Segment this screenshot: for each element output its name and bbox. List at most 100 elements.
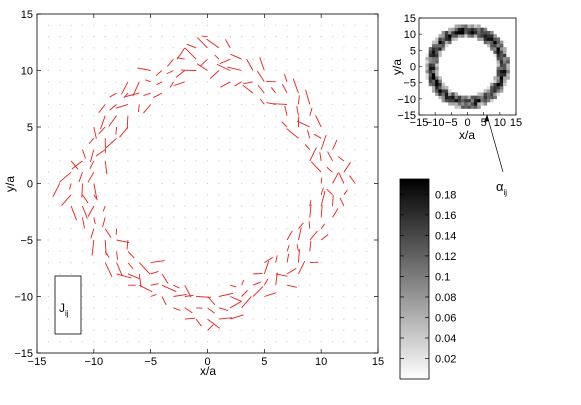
- inset-cell-573: [480, 102, 484, 106]
- lattice-dot-718: [320, 92, 322, 94]
- inset-cell-292: [448, 40, 452, 45]
- lattice-dot-830: [366, 137, 368, 139]
- coupling-arrow-164: [98, 126, 106, 135]
- coupling-arrow-737: [332, 195, 334, 207]
- lattice-dot-773: [343, 126, 345, 128]
- lattice-dot-838: [366, 47, 368, 49]
- coupling-arrow-687: [309, 107, 313, 116]
- lattice-dot-780: [343, 47, 345, 49]
- lattice-dot-214: [127, 216, 129, 218]
- inset-cell-738: [496, 53, 501, 58]
- lattice-dot-175: [115, 329, 118, 331]
- coupling-arrow-766: [339, 197, 345, 207]
- inset-cell-634: [486, 98, 491, 103]
- lattice-dot-611: [286, 318, 288, 320]
- lattice-dot-367: [184, 126, 186, 128]
- coupling-arrow-265: [150, 294, 157, 297]
- lattice-dot-744: [331, 126, 334, 128]
- lattice-dot-38: [59, 239, 61, 241]
- lattice-dot-475: [229, 216, 231, 218]
- lattice-dot-796: [354, 194, 356, 196]
- inset-cell-606: [483, 92, 488, 96]
- coupling-arrow-103: [71, 160, 83, 170]
- coupling-arrow-741: [327, 151, 333, 162]
- inset-cell-295: [448, 30, 452, 35]
- coupling-arrow-352: [184, 294, 194, 297]
- inset-cell-384: [457, 34, 462, 38]
- lattice-dot-578: [263, 36, 265, 38]
- lattice-dot-582: [275, 318, 277, 320]
- lattice-dot-427: [206, 103, 209, 105]
- coupling-arrow-587: [275, 255, 278, 263]
- main-y-ticks: −15 −10 −5 0 5 10 15: [14, 9, 378, 360]
- lattice-dot-188: [115, 182, 118, 185]
- coupling-arrow-225: [123, 92, 129, 99]
- lattice-dot-428: [206, 92, 209, 94]
- coupling-arrow-324: [173, 284, 180, 289]
- inset-cell-726: [496, 92, 501, 96]
- lattice-dot-27: [47, 36, 49, 38]
- inset-annotation-symbol: α: [496, 179, 504, 194]
- lattice-dot-689: [309, 92, 311, 94]
- lattice-dot-203: [127, 341, 129, 343]
- coupling-arrow-126: [90, 228, 95, 239]
- lattice-dot-110: [81, 81, 84, 83]
- inset-cell-364: [457, 98, 462, 103]
- inset-cell-199: [438, 50, 442, 54]
- colorbar-tick-label-2: 0.06: [435, 312, 456, 324]
- inset-cell-231: [441, 43, 446, 48]
- coupling-arrow-266: [150, 283, 159, 286]
- inset-cell-265: [444, 30, 449, 35]
- lattice-dot-790: [354, 262, 356, 264]
- lattice-dot-458: [218, 81, 220, 83]
- lattice-dot-326: [172, 262, 174, 264]
- lattice-dot-93: [81, 273, 84, 275]
- main-x-tick-label-1: −10: [84, 356, 103, 368]
- lattice-dot-273: [150, 205, 152, 207]
- lattice-dot-412: [206, 273, 209, 275]
- coupling-arrow-496: [241, 296, 252, 309]
- inset-cell-386: [457, 27, 462, 32]
- lattice-dot-178: [115, 295, 118, 298]
- inset-cell-136: [431, 60, 436, 64]
- lattice-dot-83: [70, 58, 72, 60]
- lattice-dot-702: [320, 273, 322, 275]
- inset-y-tick-label-1: −10: [397, 94, 416, 106]
- inset-cell-100: [428, 79, 433, 83]
- lattice-dot-3: [47, 307, 49, 309]
- inset-y-ticks: −15 −10 −5 0 5 10 15: [397, 13, 422, 122]
- lattice-dot-441: [218, 273, 220, 275]
- lattice-dot-291: [161, 329, 163, 331]
- lattice-dot-703: [320, 262, 322, 264]
- lattice-dot-151: [104, 273, 106, 275]
- coupling-arrow-372: [175, 70, 186, 78]
- inset-cell-353: [454, 37, 459, 41]
- lattice-dot-695: [309, 24, 311, 26]
- inset-x-tick-label-2: −5: [445, 117, 458, 129]
- inset-cell-198: [438, 53, 442, 58]
- coupling-arrow-770: [337, 156, 345, 162]
- inset-cell-563: [477, 37, 481, 41]
- lattice-dot-422: [206, 160, 209, 162]
- coupling-arrow-517: [227, 66, 242, 71]
- inset-cell-244: [444, 98, 449, 103]
- lattice-dot-118: [93, 318, 95, 320]
- lattice-dot-563: [263, 205, 265, 207]
- lattice-dot-271: [150, 228, 152, 230]
- lattice-dot-622: [286, 194, 288, 196]
- lattice-dot-204: [127, 329, 129, 331]
- lattice-dot-363: [184, 171, 186, 173]
- lattice-dot-697: [320, 329, 322, 331]
- inset-cell-534: [473, 34, 478, 38]
- inset-cell-826: [506, 60, 510, 64]
- lattice-dot-452: [218, 149, 220, 151]
- lattice-dot-405: [195, 24, 197, 26]
- lattice-dot-234: [138, 318, 140, 320]
- lattice-dot-778: [343, 69, 345, 72]
- coupling-arrow-555: [264, 292, 277, 297]
- lattice-dot-425: [206, 126, 209, 128]
- main-x-tick-label-3: 0: [204, 356, 210, 368]
- lattice-dot-320: [172, 329, 174, 331]
- lattice-dot-816: [366, 295, 368, 298]
